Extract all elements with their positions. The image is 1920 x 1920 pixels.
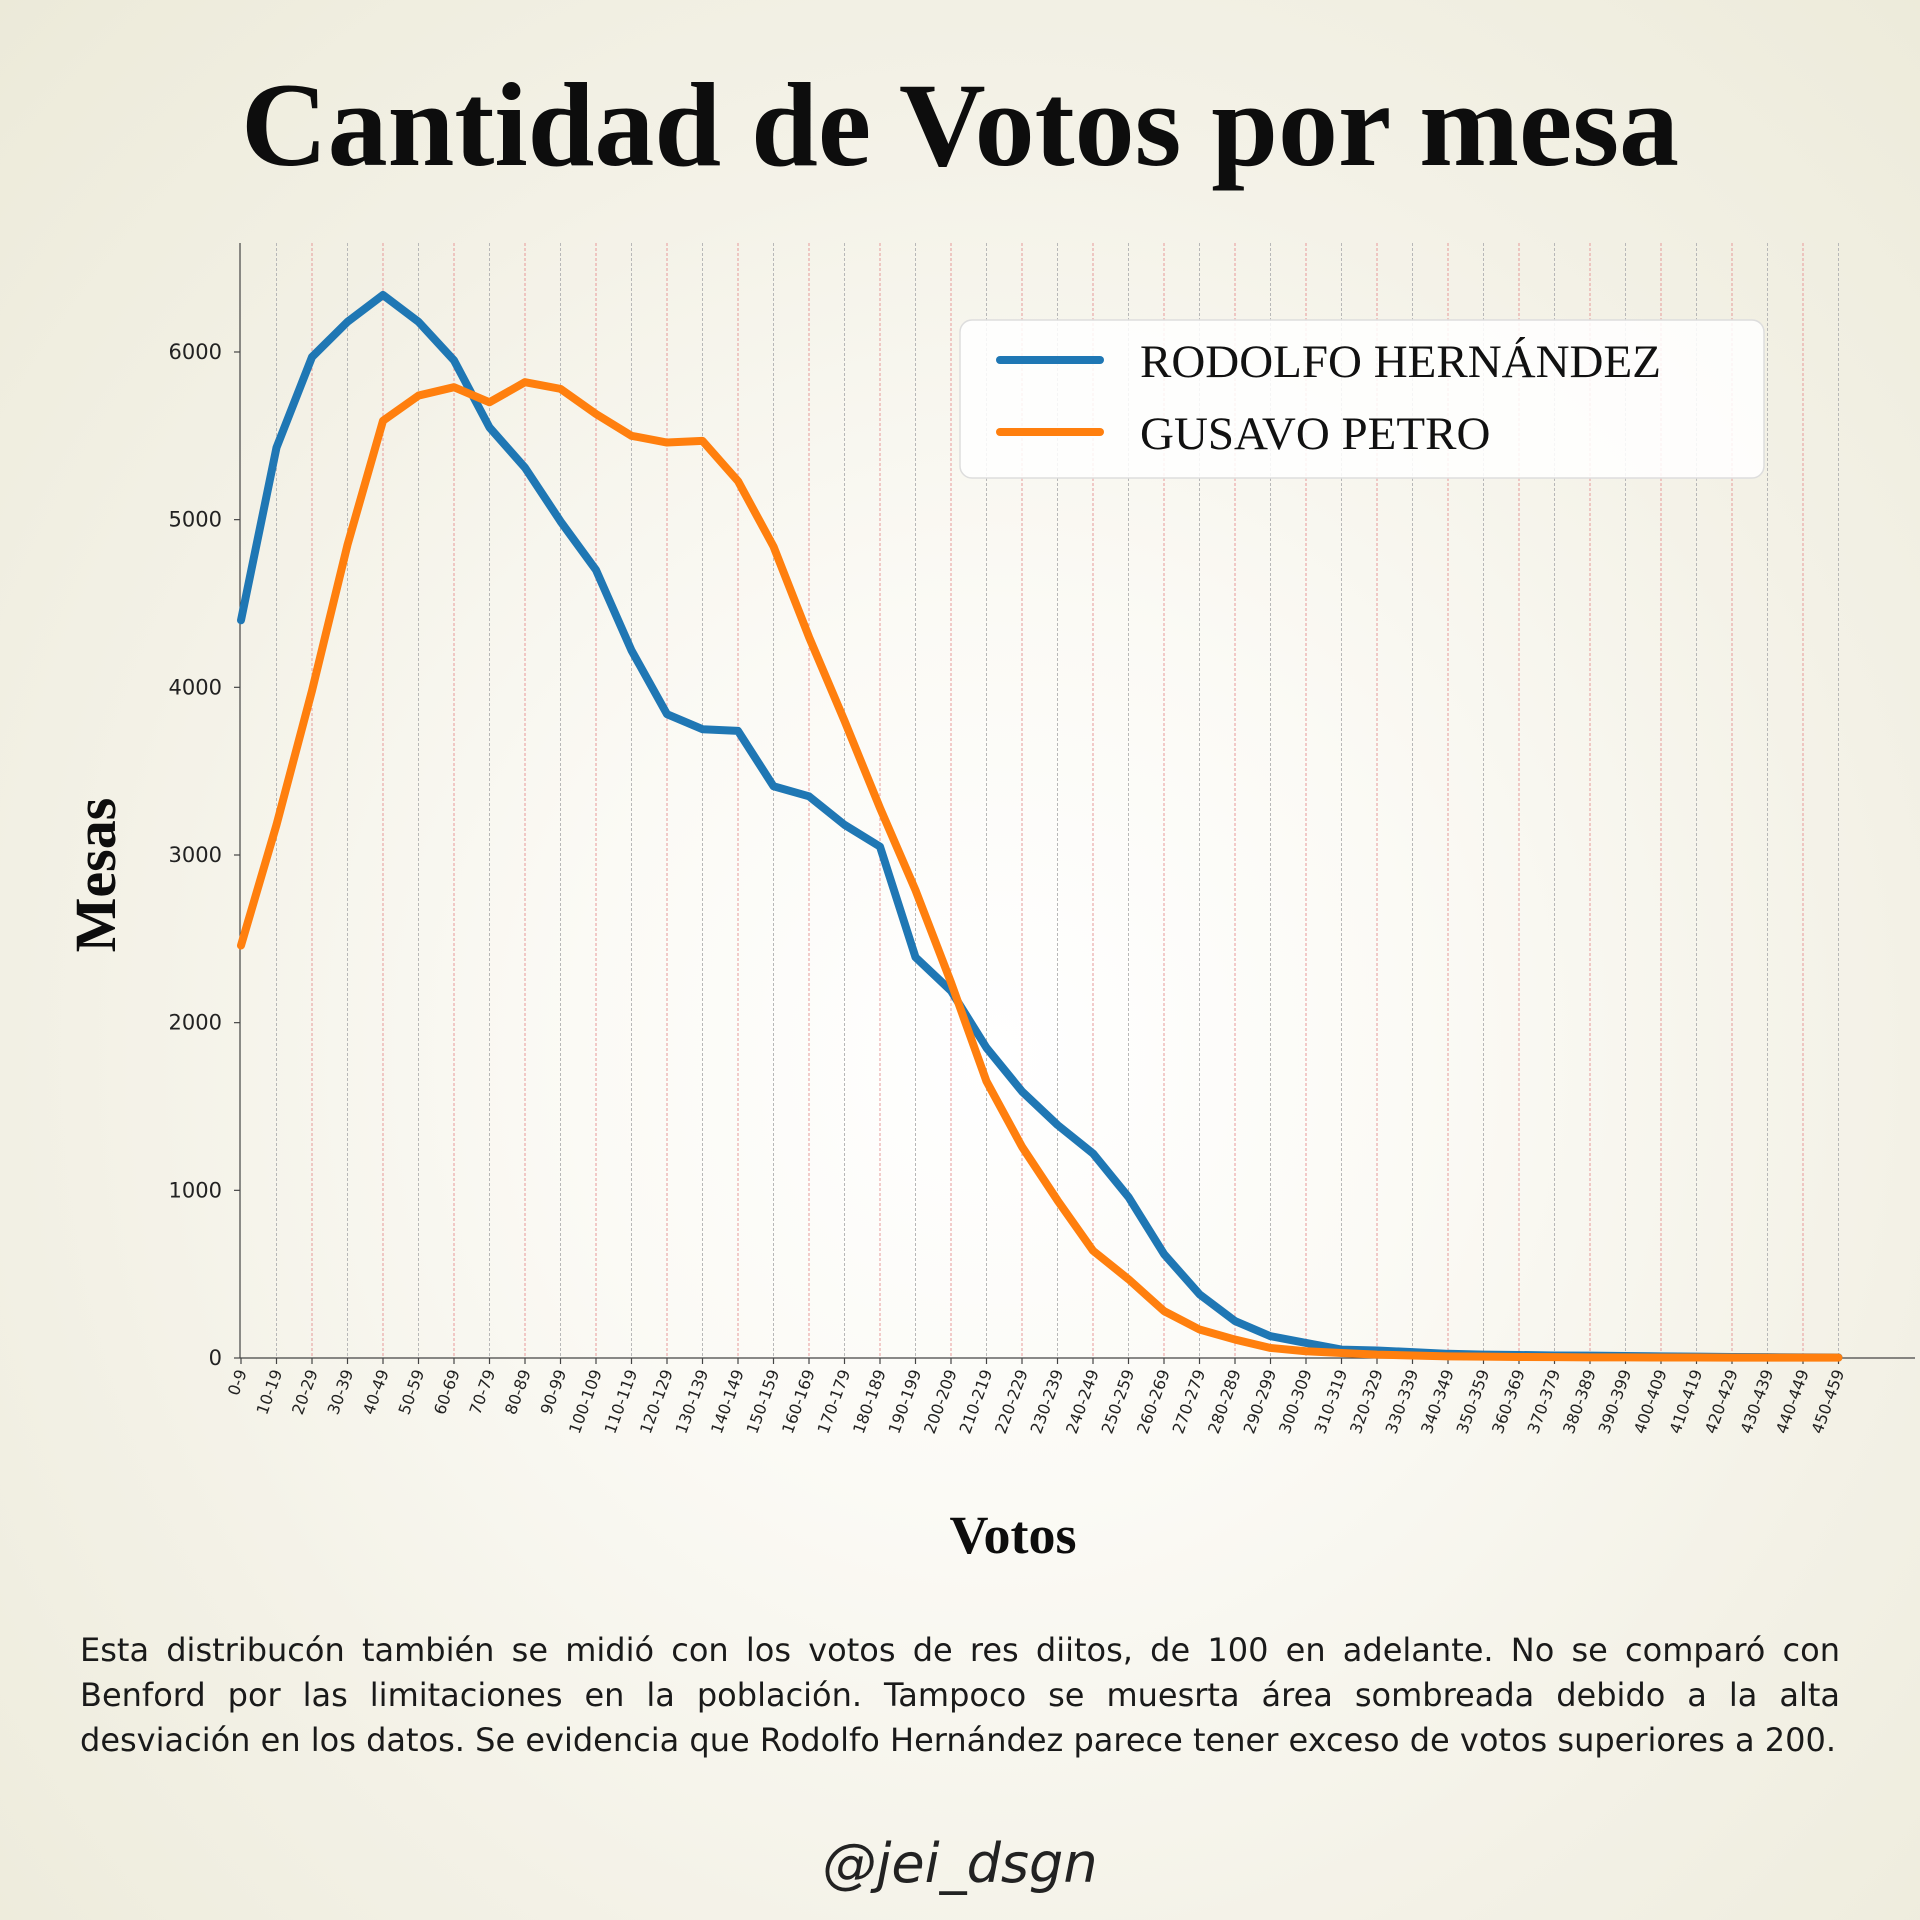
x-tick-label: 410-419 — [1666, 1367, 1707, 1436]
x-tick-label: 70-79 — [466, 1367, 500, 1417]
x-tick-label: 430-439 — [1737, 1367, 1778, 1436]
y-tick-label: 1000 — [169, 1178, 222, 1202]
x-tick-label: 140-149 — [707, 1367, 748, 1436]
x-tick-label: 230-239 — [1027, 1367, 1068, 1436]
x-tick-label: 450-459 — [1808, 1367, 1849, 1436]
x-tick-label: 380-389 — [1559, 1367, 1600, 1436]
x-axis-ticks: 0-9 10-19 20-29 30-39 40-49 50-59 60-69 70-79 80… — [224, 1358, 1848, 1436]
x-tick-label: 30-39 — [324, 1367, 358, 1417]
x-tick-label: 360-369 — [1488, 1367, 1529, 1436]
y-axis-ticks: 0 1000 2000 3000 4000 5000 6000 — [169, 340, 240, 1370]
x-tick-label: 290-299 — [1240, 1367, 1281, 1436]
x-tick-label: 370-379 — [1524, 1367, 1565, 1436]
x-tick-label: 330-339 — [1382, 1367, 1423, 1436]
x-tick-label: 100-109 — [565, 1367, 606, 1436]
author-signature: @jei_dsgn — [822, 1832, 1098, 1895]
x-tick-label: 250-259 — [1098, 1367, 1139, 1436]
y-tick-label: 4000 — [169, 675, 222, 699]
x-tick-label: 110-119 — [601, 1367, 642, 1436]
x-tick-label: 130-139 — [672, 1367, 713, 1436]
x-tick-label: 90-99 — [537, 1367, 571, 1417]
y-axis-label: Mesas — [63, 798, 128, 953]
y-tick-label: 5000 — [169, 508, 222, 532]
y-tick-label: 2000 — [169, 1011, 222, 1035]
data-series — [237, 290, 1843, 1362]
x-tick-label: 120-129 — [636, 1367, 677, 1436]
x-tick-label: 150-159 — [743, 1367, 784, 1436]
y-tick-label: 3000 — [169, 843, 222, 867]
x-tick-label: 80-89 — [501, 1367, 535, 1417]
series-line-gustavo-petro — [237, 378, 1843, 1362]
legend-label: GUSAVO PETRO — [1140, 408, 1490, 460]
chart-title: Cantidad de Votos por mesa — [240, 58, 1680, 191]
x-tick-label: 180-189 — [849, 1367, 890, 1436]
x-tick-label: 170-179 — [814, 1367, 855, 1436]
x-tick-label: 350-359 — [1453, 1367, 1494, 1436]
x-tick-label: 400-409 — [1630, 1367, 1671, 1436]
x-tick-label: 280-289 — [1204, 1367, 1245, 1436]
y-tick-label: 0 — [209, 1346, 222, 1370]
x-tick-label: 60-69 — [430, 1367, 464, 1417]
x-tick-label: 160-169 — [778, 1367, 819, 1436]
x-tick-label: 260-269 — [1133, 1367, 1174, 1436]
x-tick-label: 10-19 — [253, 1367, 287, 1417]
x-tick-label: 300-309 — [1275, 1367, 1316, 1436]
x-tick-label: 40-49 — [359, 1367, 393, 1417]
x-tick-label: 240-249 — [1062, 1367, 1103, 1436]
x-tick-label: 20-29 — [288, 1367, 322, 1417]
x-axis-label: Votos — [949, 1505, 1076, 1565]
x-tick-label: 420-429 — [1701, 1367, 1742, 1436]
x-tick-label: 50-59 — [395, 1367, 429, 1417]
y-tick-label: 6000 — [169, 340, 222, 364]
footnote-text: Esta distribucón también se midió con lo… — [80, 1631, 1840, 1759]
x-tick-label: 270-279 — [1169, 1367, 1210, 1436]
x-tick-label: 320-329 — [1346, 1367, 1387, 1436]
x-tick-label: 0-9 — [224, 1367, 251, 1398]
x-tick-label: 340-349 — [1417, 1367, 1458, 1436]
legend-label: RODOLFO HERNÁNDEZ — [1140, 336, 1661, 388]
x-tick-label: 200-209 — [920, 1367, 961, 1436]
x-tick-label: 310-319 — [1311, 1367, 1352, 1436]
x-tick-label: 220-229 — [991, 1367, 1032, 1436]
x-tick-label: 190-199 — [885, 1367, 926, 1436]
x-tick-label: 390-399 — [1595, 1367, 1636, 1436]
legend-box — [959, 319, 1765, 479]
legend: RODOLFO HERNÁNDEZ GUSAVO PETRO — [959, 319, 1765, 479]
x-tick-label: 210-219 — [956, 1367, 997, 1436]
x-tick-label: 440-449 — [1772, 1367, 1813, 1436]
